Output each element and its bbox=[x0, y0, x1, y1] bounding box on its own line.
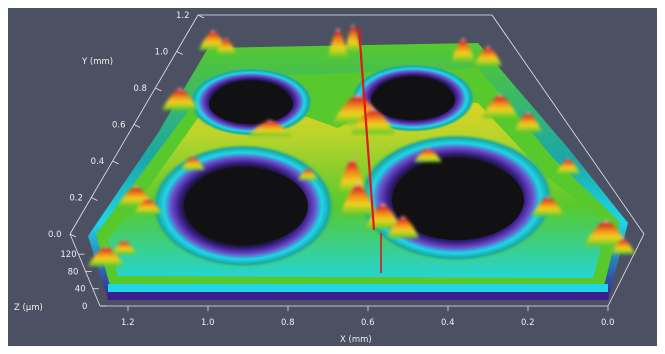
surface-peaks bbox=[88, 24, 635, 266]
x-tick-label: 0.2 bbox=[521, 318, 535, 328]
surface-plot-viewport[interactable]: 0.0 0.2 0.4 0.6 0.8 1.0 1.2 0 40 80 120 1.2 1.0 0.8… bbox=[8, 8, 657, 346]
surface-peak bbox=[556, 158, 580, 174]
x-tick-label: 0.6 bbox=[361, 318, 375, 328]
x-tick-label: 0.4 bbox=[441, 318, 455, 328]
surface-peak bbox=[611, 238, 635, 254]
x-axis-label: X (mm) bbox=[340, 335, 372, 345]
y-tick-mark bbox=[155, 87, 162, 92]
surface-peak bbox=[216, 38, 236, 54]
x-tick-label: 0.8 bbox=[281, 318, 295, 328]
y-tick-label: 0.2 bbox=[69, 194, 83, 204]
surface-peak bbox=[199, 30, 227, 50]
surface-plot: 0.0 0.2 0.4 0.6 0.8 1.0 1.2 0 40 80 120 1.2 1.0 0.8… bbox=[14, 11, 645, 345]
y-tick-label: 0.0 bbox=[48, 230, 62, 240]
z-axis-label: Z (µm) bbox=[14, 303, 43, 313]
y-tick-mark bbox=[133, 124, 141, 128]
y-axis-ticks: 0.0 0.2 0.4 0.6 0.8 1.0 1.2 bbox=[48, 11, 205, 240]
z-tick-label: 120 bbox=[60, 250, 76, 260]
spike bbox=[357, 27, 382, 273]
y-tick-mark bbox=[176, 51, 183, 55]
z-axis-ticks: 0 40 80 120 bbox=[60, 250, 106, 312]
surface-peak bbox=[134, 198, 162, 214]
surface-peak bbox=[162, 88, 198, 110]
y-tick-label: 1.2 bbox=[176, 11, 190, 21]
surface-peak bbox=[248, 120, 292, 136]
z-tick-label: 0 bbox=[82, 302, 87, 312]
surface-peak bbox=[584, 220, 628, 246]
surface-peak bbox=[474, 46, 502, 66]
y-tick-label: 1.0 bbox=[155, 48, 169, 58]
surface-peak bbox=[514, 112, 542, 132]
y-tick-label: 0.6 bbox=[112, 121, 126, 131]
y-tick-mark bbox=[112, 160, 119, 165]
surface-peak bbox=[451, 38, 475, 62]
x-axis-ticks: 1.2 1.0 0.8 0.6 0.4 0.2 0.0 bbox=[121, 306, 615, 328]
y-tick-label: 0.4 bbox=[91, 157, 105, 167]
y-axis-label: Y (mm) bbox=[81, 57, 113, 67]
surface-peak bbox=[351, 108, 395, 134]
surface-peak bbox=[414, 148, 442, 162]
y-tick-label: 0.8 bbox=[133, 84, 147, 94]
surface-peak bbox=[88, 246, 124, 266]
surface-peak bbox=[345, 24, 361, 52]
surface-peak bbox=[340, 183, 376, 215]
x-tick-label: 0.0 bbox=[601, 318, 615, 328]
y-tick-mark bbox=[197, 14, 205, 19]
surface-peak bbox=[328, 28, 348, 58]
x-tick-label: 1.2 bbox=[121, 318, 135, 328]
surface-peak bbox=[532, 196, 564, 216]
surface-peak bbox=[112, 240, 136, 254]
z-tick-label: 40 bbox=[75, 285, 86, 295]
y-tick-mark bbox=[91, 197, 98, 201]
surface-peak bbox=[298, 168, 318, 180]
surface-peak bbox=[181, 156, 205, 170]
y-tick-mark bbox=[69, 233, 77, 238]
surface-peak bbox=[482, 94, 518, 118]
surface-peak bbox=[387, 216, 419, 238]
x-tick-label: 1.0 bbox=[201, 318, 215, 328]
surface-pits bbox=[151, 64, 554, 268]
z-tick-label: 80 bbox=[68, 267, 79, 277]
